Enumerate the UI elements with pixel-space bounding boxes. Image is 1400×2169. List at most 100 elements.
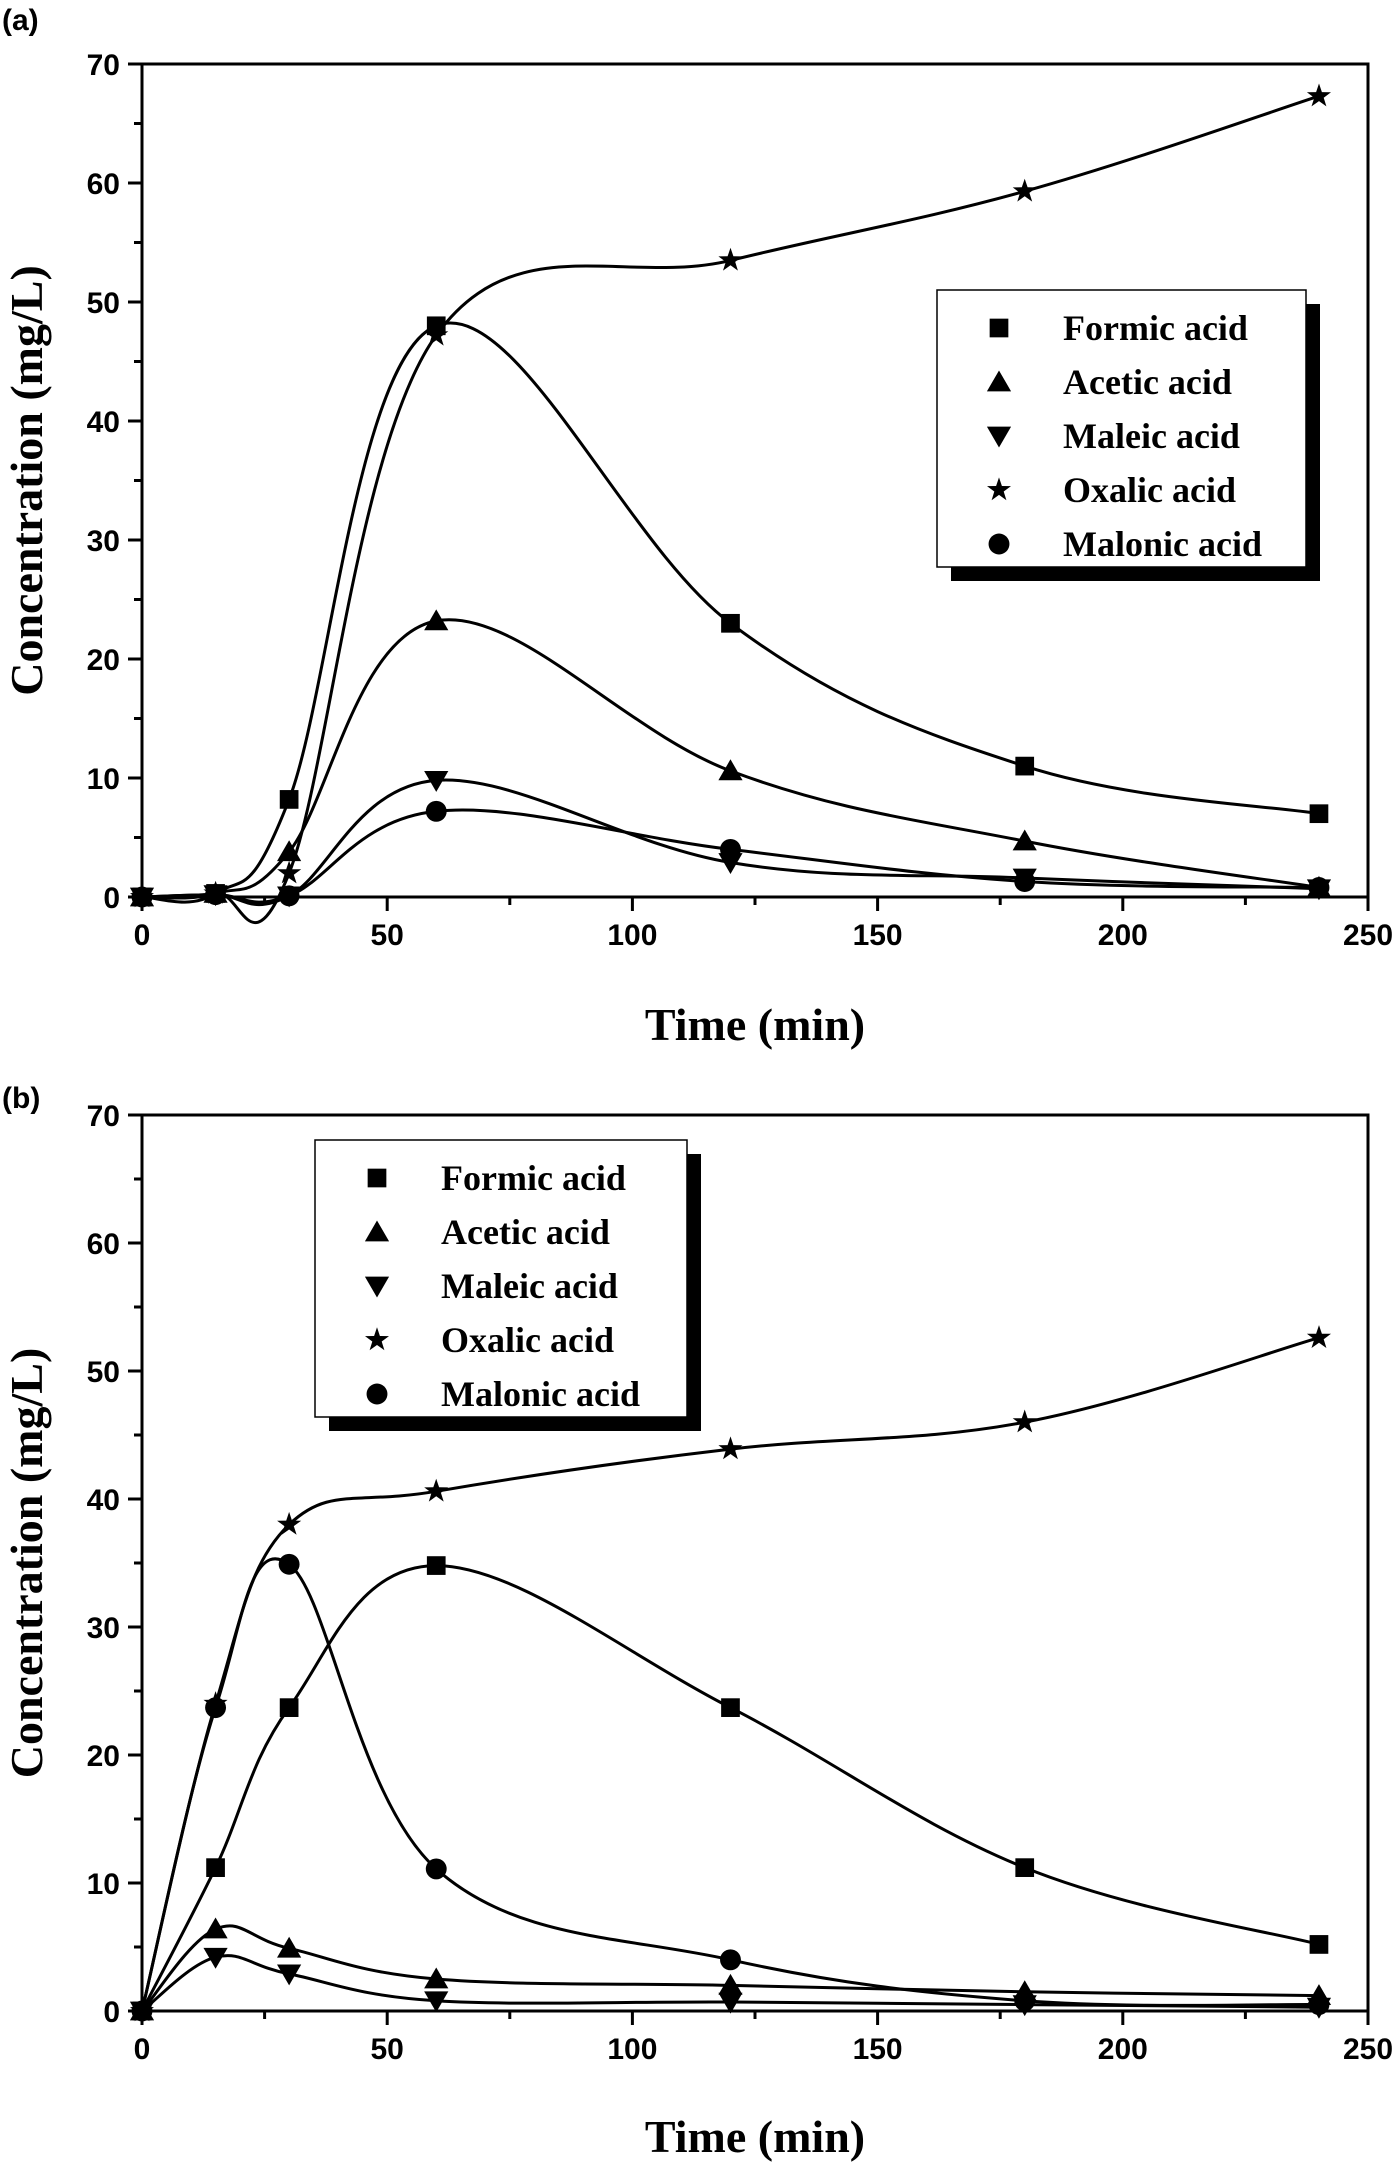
data-point — [278, 885, 300, 907]
legend-marker — [365, 1327, 389, 1351]
series-malonic-acid — [131, 800, 1330, 908]
x-tick-label: 100 — [607, 919, 657, 952]
legend-label: Formic acid — [1063, 308, 1248, 348]
y-tick-label: 70 — [87, 1100, 120, 1133]
data-point — [424, 322, 449, 346]
legend-marker — [986, 370, 1012, 392]
x-tick-label: 0 — [134, 919, 151, 952]
legend-marker — [988, 533, 1010, 555]
data-point — [426, 1556, 446, 1575]
y-tick-label: 0 — [103, 882, 120, 915]
data-point — [203, 1947, 228, 1969]
data-point — [279, 1698, 299, 1717]
y-tick-label: 10 — [87, 763, 120, 796]
y-tick-label: 50 — [87, 1356, 120, 1389]
legend-marker — [366, 1383, 388, 1405]
legend: Formic acid Acetic acid Maleic acid Oxalic … — [314, 1139, 701, 1431]
data-point — [277, 1511, 302, 1535]
data-point — [205, 884, 227, 906]
data-point — [720, 1949, 741, 1971]
data-point — [131, 886, 153, 908]
data-point — [1308, 877, 1330, 898]
data-point — [1306, 1325, 1331, 1348]
data-point — [1015, 756, 1035, 776]
data-point — [1309, 804, 1329, 824]
legend-marker — [986, 426, 1012, 448]
data-point — [277, 1936, 302, 1958]
legend-label: Acetic acid — [441, 1212, 610, 1252]
series-line — [141, 778, 1320, 907]
series-formic-acid — [132, 1556, 1329, 2021]
series-line — [140, 1924, 1320, 2013]
data-point — [424, 1478, 449, 1502]
data-point — [718, 759, 743, 781]
data-point — [1014, 1990, 1036, 2012]
y-tick-label: 40 — [87, 1484, 120, 1517]
data-point — [424, 771, 449, 792]
y-tick-label: 30 — [87, 1612, 120, 1645]
y-tick-label: 10 — [87, 1868, 120, 1901]
legend-label: Oxalic acid — [441, 1320, 614, 1360]
data-point — [206, 1858, 225, 1877]
panel-label: (b) — [2, 1082, 40, 1115]
data-point — [718, 1436, 743, 1460]
data-point — [718, 1973, 743, 1995]
data-point — [279, 790, 299, 809]
chart-a: (a) 0 50 100 150 200 250 0 10 20 30 40 50 60 70 Time (m… — [1, 4, 1393, 1050]
data-point — [203, 1917, 228, 1939]
legend-marker — [987, 477, 1011, 501]
data-point — [720, 838, 741, 860]
data-point — [1308, 1994, 1330, 2016]
legend-label: Malonic acid — [441, 1374, 640, 1414]
x-tick-label: 50 — [371, 2033, 404, 2066]
data-point — [278, 1553, 300, 1575]
y-axis-label: Concentration (mg/L) — [1, 265, 52, 696]
data-point — [1012, 178, 1037, 202]
y-tick-label: 20 — [87, 1740, 120, 1773]
chart-b: (b) 0 50 100 150 200 250 0 10 20 30 40 50 60 70 Time (m… — [1, 1082, 1393, 2162]
x-tick-label: 150 — [853, 2033, 903, 2066]
y-tick-label: 60 — [87, 1228, 120, 1261]
legend-marker — [989, 318, 1009, 338]
x-tick-label: 250 — [1343, 2033, 1393, 2066]
legend-label: Formic acid — [441, 1158, 626, 1198]
data-point — [718, 853, 743, 875]
data-point — [1014, 871, 1036, 892]
legend: Formic acid Acetic acid Maleic acid Oxalic … — [936, 289, 1320, 581]
x-axis-label: Time (min) — [645, 2111, 865, 2162]
legend-label: Maleic acid — [441, 1266, 618, 1306]
y-tick-label: 70 — [87, 49, 120, 82]
series-line — [140, 1557, 1320, 2012]
series-line — [140, 1564, 1320, 2012]
data-point — [721, 1698, 740, 1717]
x-tick-label: 150 — [853, 919, 903, 952]
data-point — [425, 1858, 447, 1880]
data-point — [424, 1991, 449, 2013]
panel-label: (a) — [2, 4, 39, 37]
data-point — [131, 2000, 153, 2022]
x-tick-label: 100 — [607, 2033, 657, 2066]
data-point — [277, 860, 302, 884]
x-tick-label: 250 — [1343, 919, 1393, 952]
x-tick-label: 50 — [371, 919, 404, 952]
data-point — [718, 247, 743, 271]
data-point — [277, 1964, 302, 1986]
y-tick-label: 20 — [87, 644, 120, 677]
y-tick-label: 60 — [87, 168, 120, 201]
data-point — [1015, 1858, 1035, 1877]
legend-marker — [364, 1276, 390, 1298]
y-axis-label: Concentration (mg/L) — [1, 1348, 52, 1779]
legend-label: Maleic acid — [1063, 416, 1240, 456]
legend-marker — [364, 1220, 390, 1242]
legend-label: Acetic acid — [1063, 362, 1232, 402]
data-point — [1306, 83, 1331, 107]
y-tick-label: 0 — [103, 1996, 120, 2029]
data-point — [1309, 1935, 1329, 1954]
data-point — [1012, 1409, 1037, 1433]
y-tick-label: 40 — [87, 406, 120, 439]
y-tick-label: 50 — [87, 287, 120, 320]
data-point — [721, 613, 740, 633]
data-point — [425, 800, 447, 822]
legend-label: Oxalic acid — [1063, 470, 1236, 510]
